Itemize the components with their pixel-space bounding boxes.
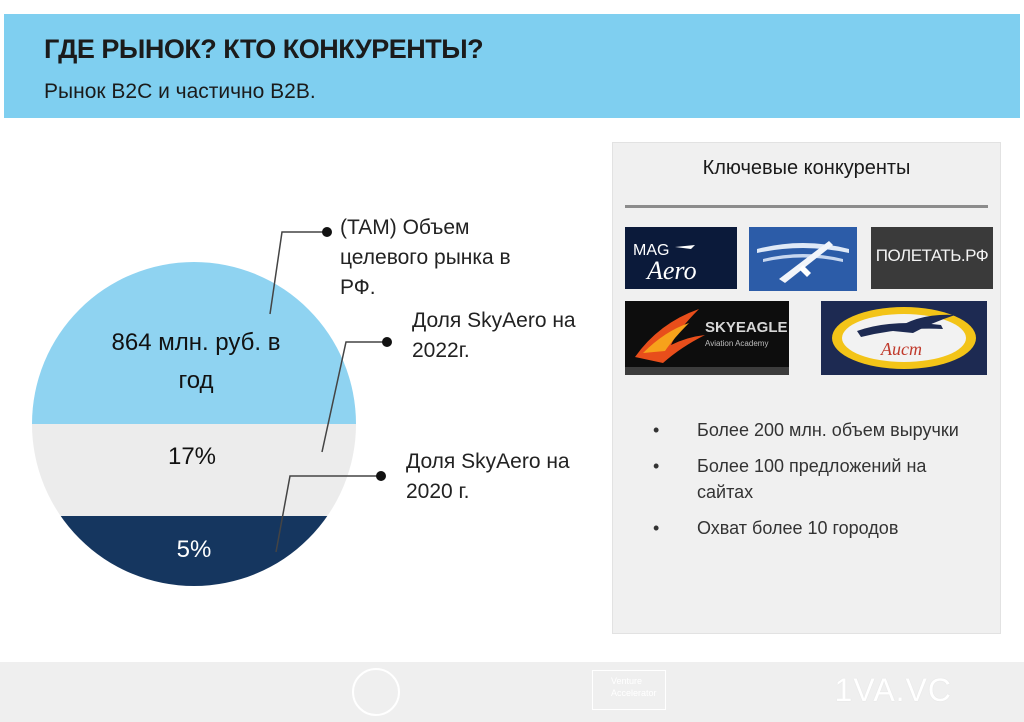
page-title: ГДЕ РЫНОК? КТО КОНКУРЕНТЫ? [44,34,484,64]
footer-bar: Venture Accelerator 1VA.VC [0,662,1024,722]
share-2020-value: 5% [177,536,212,563]
svg-text:MAG: MAG [633,242,669,259]
fact-revenue: Более 200 млн. объем выручки [647,417,987,443]
magaero-logo-graphic: MAG Aero [633,242,697,285]
tam-leader-dot [322,227,332,237]
panel-divider [625,205,988,208]
aircraft-icon [757,241,849,283]
aist-emblem-icon [832,307,976,369]
share-2022-leader-dot [382,337,392,347]
magaero-logo: MAG Aero [625,227,737,289]
wings-aircraft-logo [749,227,857,291]
tam-value-line2: год [178,367,213,394]
share-2022-segment [32,424,356,516]
competitor-facts-list: Более 200 млн. объем выручки Более 100 п… [647,417,987,551]
aist-logo: Аист [821,301,987,375]
share-2020-leader-line [275,475,380,553]
header-band [4,14,1020,118]
share-2022-value: 17% [168,443,216,470]
tam-value-line1: 864 млн. руб. в [112,329,281,356]
poletat-logo: ПОЛЕТАТЬ.РФ [871,227,993,289]
emblem-icon [352,668,400,716]
skyeagle-logo-name: SKYEAGLE [705,319,788,336]
skyeagle-emblem-icon [625,309,789,375]
aist-logo-text: Аист [881,339,922,359]
share-2022-leader-line [321,341,386,453]
callout-share-2022: Доля SkyAero на 2022г. [412,309,576,362]
fact-cities: Охват более 10 городов [647,515,987,541]
accelerator-logo: Venture Accelerator [592,670,666,710]
fact-offers: Более 100 предложений на сайтах [647,453,987,505]
share-2020-leader-dot [376,471,386,481]
competitors-title: Ключевые конкуренты [702,157,911,179]
callout-tam: (TAM) Объем целевого рынка в РФ. [340,216,511,299]
brand-logo: 1VA.VC [834,672,952,708]
competitors-panel: Ключевые конкуренты MAG Aero ПОЛЕТАТЬ.РФ… [612,142,1001,634]
page-subtitle: Рынок B2C и частично B2B. [44,80,316,103]
skyeagle-logo-sub: Aviation Academy [705,339,769,348]
poletat-logo-text: ПОЛЕТАТЬ.РФ [875,246,989,265]
skyeagle-logo: SKYEAGLE Aviation Academy [625,301,789,375]
svg-text:Aero: Aero [645,256,697,285]
tam-leader-line [269,231,326,315]
callout-share-2020: Доля SkyAero на 2020 г. [406,450,570,503]
